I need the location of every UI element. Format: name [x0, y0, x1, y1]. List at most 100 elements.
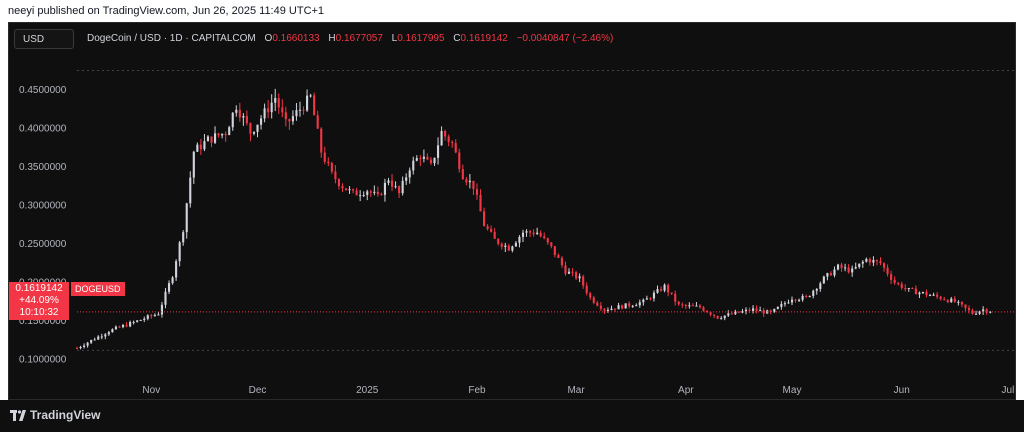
candle-body: [571, 271, 574, 273]
candle-body: [755, 308, 758, 311]
candle-body: [458, 152, 461, 170]
candle-body: [858, 263, 861, 268]
candle-body: [759, 310, 762, 312]
candle-body: [100, 336, 103, 338]
candle-body: [490, 228, 493, 232]
candle-body: [118, 326, 121, 328]
candle-body: [543, 236, 546, 239]
candle-body: [302, 109, 305, 111]
candle-body: [291, 116, 294, 122]
candle-body: [918, 292, 921, 295]
candle-body: [451, 141, 454, 144]
candle-body: [97, 336, 100, 340]
candle-body: [436, 145, 440, 158]
candle-body: [150, 315, 153, 317]
candle-body: [171, 277, 174, 284]
tradingview-logo[interactable]: TradingView: [10, 408, 100, 422]
candle-body: [783, 303, 786, 305]
candle-body: [773, 308, 776, 313]
candle-body: [422, 156, 425, 159]
candle-body: [217, 133, 220, 136]
y-tick-label: 0.4500000: [19, 85, 67, 96]
candle-body: [270, 102, 273, 113]
candle-body: [985, 309, 988, 313]
candle-body: [143, 318, 146, 320]
candle-body: [836, 264, 840, 270]
candle-body: [249, 123, 252, 134]
candle-body: [369, 191, 372, 193]
candle-body: [475, 189, 479, 195]
candle-body: [925, 292, 928, 296]
candle-body: [907, 288, 910, 290]
candle-body: [259, 118, 263, 125]
candle-body: [656, 289, 659, 293]
candle-body: [461, 169, 464, 180]
candle-body: [497, 238, 500, 244]
candle-body: [610, 308, 613, 311]
candle-body: [978, 311, 981, 314]
candle-body: [426, 156, 429, 160]
candlestick-chart[interactable]: 0.4500000 0.4000000 0.3500000 0.3000000 0.25…: [9, 23, 1015, 399]
candle-body: [192, 151, 195, 178]
last-price-badge: 0.1619142 +44.09% 10:10:32: [9, 282, 69, 320]
candle-body: [284, 112, 287, 120]
candle-body: [210, 136, 213, 143]
candle-body: [298, 109, 302, 111]
candle-body: [429, 159, 433, 164]
candle-body: [121, 325, 125, 328]
candle-body: [645, 298, 648, 300]
candle-body: [575, 272, 578, 279]
candle-body: [521, 232, 525, 237]
candle-body: [242, 116, 245, 118]
candle-body: [861, 261, 864, 264]
y-tick-label: 0.3000000: [19, 200, 67, 211]
candle-body: [624, 303, 627, 309]
candle-body: [613, 308, 617, 310]
candle-body: [879, 261, 882, 264]
candle-body: [104, 334, 107, 337]
candle-body: [851, 268, 854, 273]
candle-body: [589, 293, 592, 298]
candle-body: [872, 260, 875, 263]
candle-body: [167, 283, 171, 292]
candle-body: [440, 131, 443, 146]
candle-body: [982, 309, 985, 312]
candle-body: [546, 238, 549, 243]
symbol-search-box[interactable]: USD: [14, 29, 74, 49]
candle-body: [408, 170, 411, 178]
candle-body: [564, 265, 567, 274]
publisher-banner: neeyi published on TradingView.com, Jun …: [0, 0, 1024, 22]
candle-body: [975, 313, 978, 315]
candle-body: [801, 295, 804, 300]
candle-body: [380, 194, 383, 196]
candle-body: [819, 283, 822, 289]
footer: TradingView: [0, 400, 1024, 432]
candle-body: [444, 131, 447, 137]
candle-body: [833, 269, 836, 276]
candle-body: [79, 346, 82, 349]
candle-body: [631, 305, 634, 307]
candle-body: [93, 339, 96, 341]
legend-low-label: L: [391, 33, 398, 44]
candle-body: [316, 115, 319, 129]
candle-body: [511, 246, 514, 251]
candle-body: [111, 329, 114, 333]
candle-body: [136, 320, 139, 322]
candle-body: [83, 345, 86, 347]
candle-body: [306, 95, 309, 111]
candle-body: [787, 302, 790, 304]
legend-symbol-name: DogeCoin / USD · 1D · CAPITALCOM: [87, 33, 256, 44]
candle-body: [560, 257, 563, 266]
candle-body: [415, 158, 418, 161]
legend-change: −0.0040847 (−2.46%): [516, 33, 614, 44]
candle-body: [748, 309, 751, 311]
candle-body: [344, 188, 348, 191]
candle-body: [398, 186, 401, 194]
candle-body: [815, 288, 818, 291]
candle-body: [472, 180, 475, 190]
candle-body: [323, 152, 326, 162]
candle-body: [596, 302, 599, 306]
x-tick-label: Mar: [567, 385, 585, 396]
candle-body: [334, 171, 337, 180]
chart-frame[interactable]: 0.4500000 0.4000000 0.3500000 0.3000000 0.25…: [8, 22, 1016, 400]
